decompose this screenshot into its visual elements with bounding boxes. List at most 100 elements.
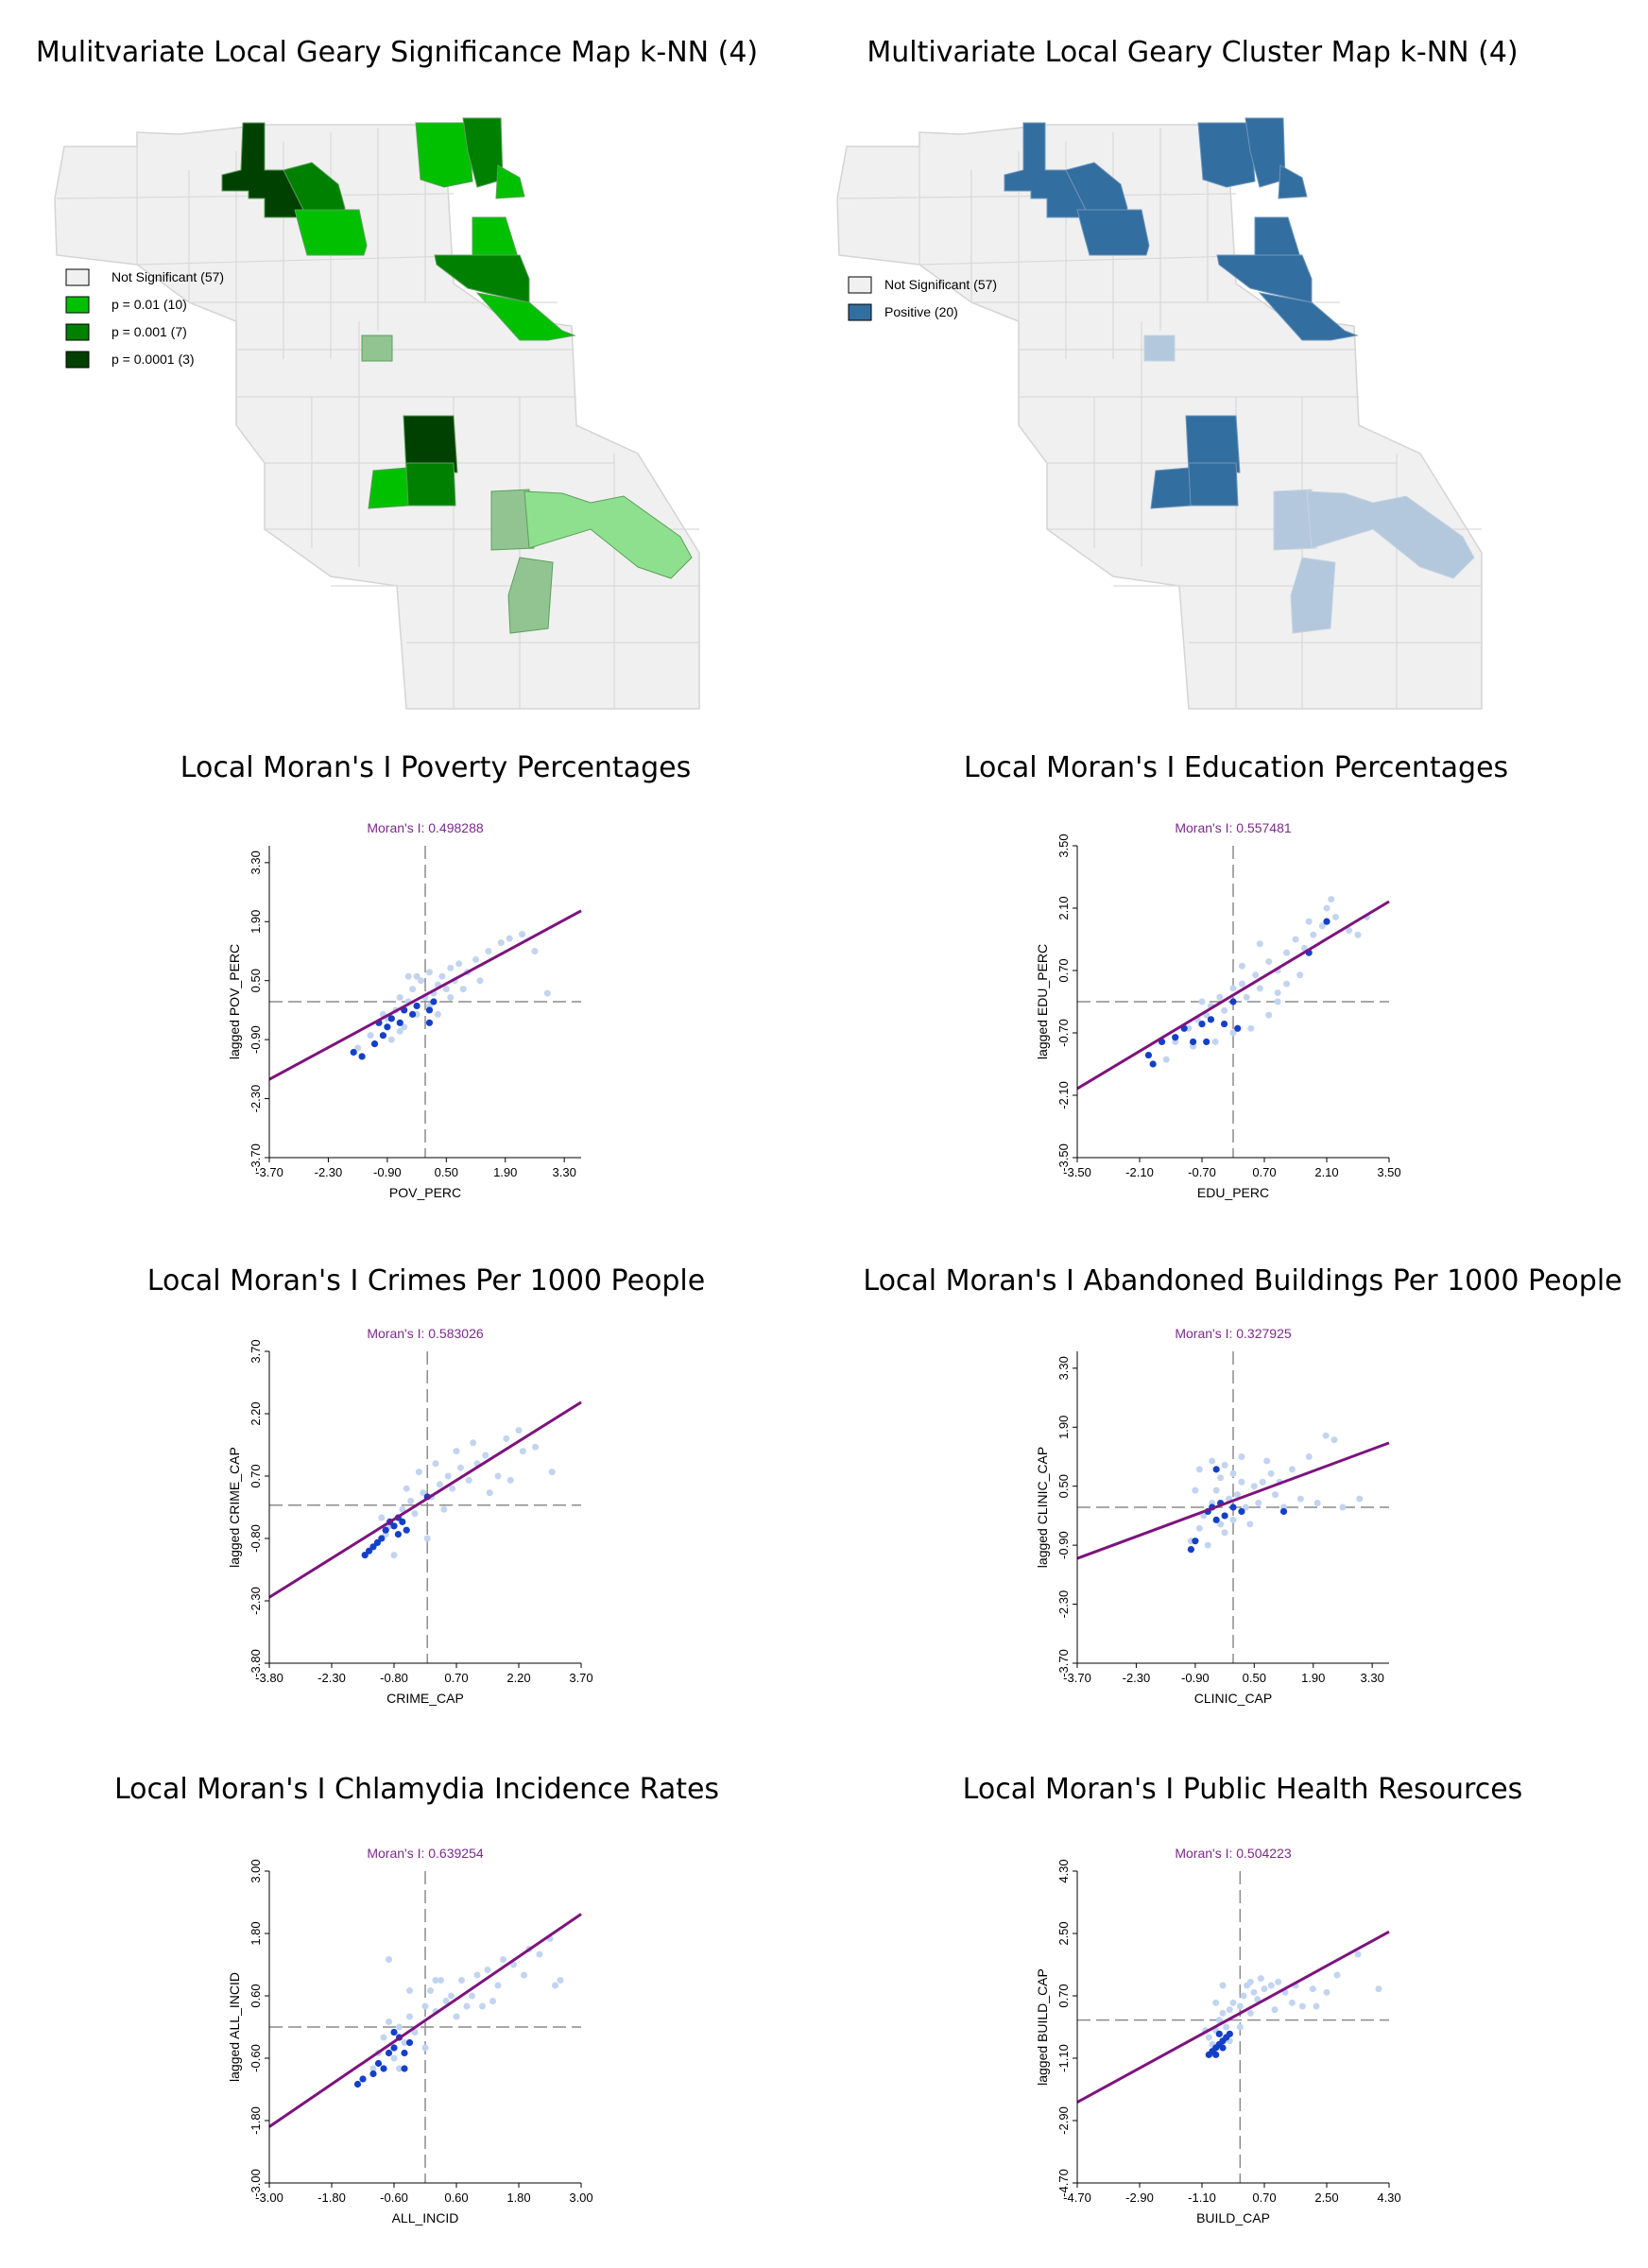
data-point-significant xyxy=(366,1547,373,1555)
data-point xyxy=(1309,1985,1316,1993)
data-point xyxy=(421,2044,429,2052)
x-tick-label: 0.50 xyxy=(435,1165,458,1179)
edu-chart-title: Local Moran's I Education Percentages xyxy=(963,751,1509,784)
aband-chart-title: Local Moran's I Abandoned Buildings Per … xyxy=(863,1264,1622,1297)
data-point xyxy=(1354,1950,1362,1958)
data-point xyxy=(497,939,505,947)
data-point xyxy=(425,969,433,976)
data-point-significant xyxy=(1215,2030,1223,2037)
data-point xyxy=(1288,1466,1296,1473)
morans-i-annotation: Moran's I: 0.583026 xyxy=(367,1326,484,1341)
data-point xyxy=(1212,1999,1220,2006)
data-point xyxy=(1236,2023,1244,2031)
x-tick-label: -2.30 xyxy=(1123,1671,1151,1685)
data-point xyxy=(506,1476,514,1484)
chlam-moran-scatterplot: Moran's I: 0.639254 -3.00 -1.80 -0.60 0.60 1.… xyxy=(227,1846,593,2225)
data-point xyxy=(1242,1503,1249,1511)
cluster-map: Not Significant (57) Positive (20) xyxy=(836,117,1483,710)
data-point-significant xyxy=(425,1019,434,1026)
data-point xyxy=(413,972,421,980)
data-point xyxy=(1247,1024,1255,1032)
data-point xyxy=(1288,1999,1296,2006)
data-point xyxy=(521,1971,527,1979)
data-point xyxy=(1219,1982,1227,1989)
data-point xyxy=(1313,2002,1320,2010)
significance-map: Not Significant (57) p = 0.01 (10) p = 0… xyxy=(54,117,700,710)
data-point xyxy=(1221,1006,1228,1014)
data-point xyxy=(473,1971,481,1979)
data-point xyxy=(1323,1988,1330,1996)
data-point xyxy=(1310,931,1317,938)
cluster-map-legend: Not Significant (57) Positive (20) xyxy=(848,276,997,321)
data-point xyxy=(1296,1495,1304,1503)
data-point xyxy=(506,935,513,942)
faded-clusters xyxy=(1143,335,1475,634)
legend-label-not-significant: Not Significant (57) xyxy=(884,277,997,292)
data-point-significant xyxy=(1189,1038,1197,1046)
data-point xyxy=(1215,2017,1223,2024)
data-point xyxy=(472,955,480,963)
data-point xyxy=(1318,922,1326,930)
regression-line xyxy=(268,909,582,1081)
x-axis-label: ALL_INCID xyxy=(392,2210,459,2225)
data-point-significant xyxy=(369,1543,377,1551)
data-point xyxy=(1240,1992,1247,2000)
data-point xyxy=(1250,1483,1258,1490)
x-tick-label: -3.50 xyxy=(1063,1165,1091,1179)
y-tick-label: 0.50 xyxy=(249,969,263,992)
x-tick-label: -3.00 xyxy=(255,2191,283,2205)
data-point xyxy=(1259,1478,1266,1486)
data-point xyxy=(396,994,403,1002)
crime-moran-scatterplot: Moran's I: 0.583026 -3.80 -2.30 -0.80 0.70 2.… xyxy=(227,1326,593,1706)
data-point xyxy=(1209,1457,1216,1465)
data-point xyxy=(423,1535,431,1542)
data-point-significant xyxy=(1221,1512,1228,1520)
aband-moran-scatterplot: Moran's I: 0.327925 -3.70 -2.30 -0.90 0.50 1.… xyxy=(1035,1326,1390,1706)
data-point xyxy=(1200,1512,1208,1520)
data-point xyxy=(1192,1486,1199,1494)
x-tick-label: 4.30 xyxy=(1377,2191,1400,2205)
data-point xyxy=(1256,985,1263,992)
x-tick-label: -2.90 xyxy=(1125,2191,1154,2205)
data-point xyxy=(531,947,539,954)
morans-i-annotation: Moran's I: 0.327925 xyxy=(1175,1326,1292,1341)
data-point xyxy=(1252,971,1260,979)
sig-map-title: Mulitvariate Local Geary Significance Ma… xyxy=(35,36,759,69)
data-point xyxy=(418,977,425,985)
data-point xyxy=(536,1950,543,1958)
data-point xyxy=(1221,1529,1228,1537)
x-tick-label: 0.70 xyxy=(1252,2191,1276,2205)
pov-moran-scatterplot: Moran's I: 0.498288 -3.70 -2.30 -0.90 0.50 1.… xyxy=(227,820,582,1200)
data-point xyxy=(1330,1436,1338,1444)
x-tick-label: -2.30 xyxy=(315,1165,343,1179)
data-point xyxy=(503,1435,510,1442)
data-point xyxy=(1323,904,1330,912)
y-tick-label: -0.60 xyxy=(249,2044,263,2072)
data-point xyxy=(1219,2009,1227,2017)
data-point xyxy=(411,1510,419,1518)
x-axis-label: CRIME_CAP xyxy=(386,1691,464,1706)
data-point xyxy=(519,931,526,938)
data-point xyxy=(470,1439,477,1447)
data-point-significant xyxy=(353,2080,362,2088)
data-point xyxy=(1275,1978,1282,1985)
y-tick-label: -3.50 xyxy=(1056,1143,1071,1172)
x-tick-label: 2.20 xyxy=(506,1671,530,1685)
data-point xyxy=(453,1448,460,1455)
y-tick-label: 1.80 xyxy=(249,1921,263,1945)
regression-line xyxy=(1076,900,1390,1091)
regression-line xyxy=(268,1400,582,1599)
x-tick-label: -2.30 xyxy=(318,1671,346,1685)
data-point xyxy=(378,1514,386,1521)
y-axis-label: lagged POV_PERC xyxy=(227,944,242,1059)
y-tick-label: -1.10 xyxy=(1056,2044,1071,2072)
x-axis-label: POV_PERC xyxy=(389,1185,461,1200)
data-point-significant xyxy=(384,1023,391,1031)
data-point xyxy=(438,972,446,980)
data-point xyxy=(1274,989,1281,997)
data-point xyxy=(548,1469,556,1476)
data-point xyxy=(1217,1521,1225,1528)
data-point xyxy=(494,1982,502,1989)
data-point xyxy=(1229,1999,1237,2006)
y-tick-label: 2.10 xyxy=(1056,896,1071,919)
